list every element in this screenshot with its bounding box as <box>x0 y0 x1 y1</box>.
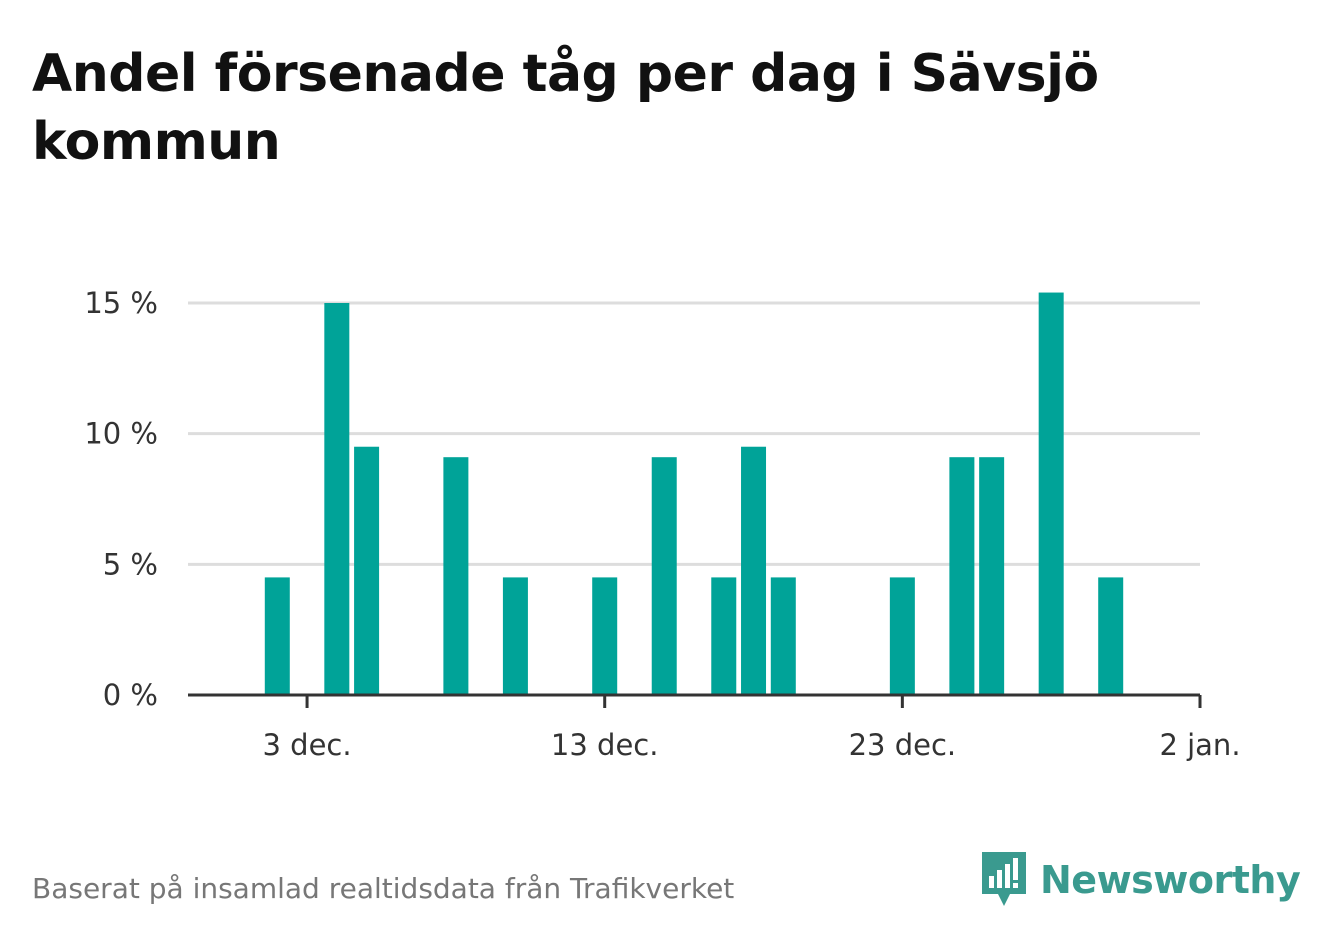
bar <box>502 577 528 695</box>
bar-chart: 0 % 5 % 10 % 15 % 3 dec. 13 dec. 23 dec. 2 jan. <box>84 286 1240 762</box>
bar <box>711 577 737 695</box>
bar <box>354 446 380 695</box>
y-tick-label: 15 % <box>84 286 158 320</box>
bar <box>1098 577 1124 695</box>
bar <box>592 577 618 695</box>
bar <box>741 446 767 695</box>
bar <box>770 577 796 695</box>
y-tick-label: 10 % <box>84 417 158 451</box>
chart-title: Andel försenade tåg per dag i Sävsjö kom… <box>32 44 1099 172</box>
x-tick-label: 2 jan. <box>1159 728 1240 762</box>
y-tick-label: 0 % <box>103 678 158 712</box>
bar <box>264 577 290 695</box>
newsworthy-logo: Newsworthy <box>980 850 1301 910</box>
bar <box>889 577 915 695</box>
y-tick-label: 5 % <box>103 547 158 581</box>
bar <box>443 457 469 695</box>
logo-text: Newsworthy <box>1040 858 1301 902</box>
bars <box>264 292 1124 695</box>
source-note: Baserat på insamlad realtidsdata från Tr… <box>32 872 735 905</box>
tick-labels: 0 % 5 % 10 % 15 % 3 dec. 13 dec. 23 dec. 2 jan. <box>84 286 1240 762</box>
bar <box>949 457 975 695</box>
bar-chart-bubble-icon <box>982 852 1026 906</box>
x-tick-label: 13 dec. <box>551 728 659 762</box>
bar <box>1038 292 1064 695</box>
bar <box>979 457 1005 695</box>
x-tick-label: 23 dec. <box>849 728 957 762</box>
x-tick-label: 3 dec. <box>263 728 352 762</box>
bar <box>324 303 350 695</box>
axes <box>188 693 1202 708</box>
bar <box>651 457 677 695</box>
